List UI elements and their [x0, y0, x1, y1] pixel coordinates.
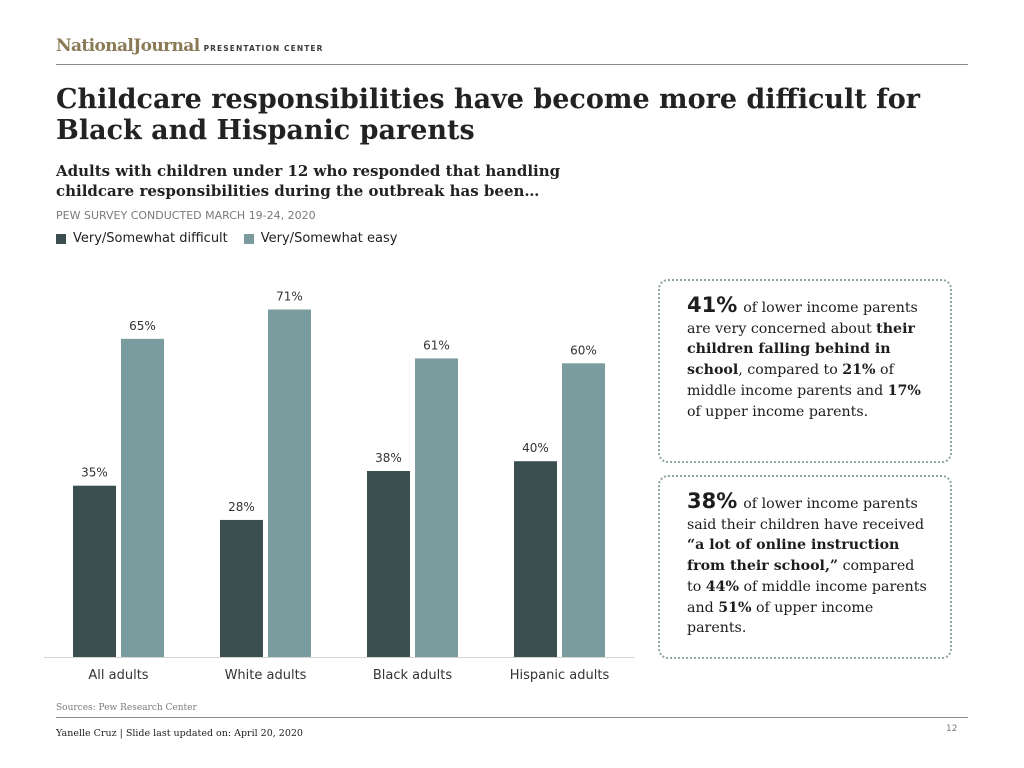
- callout-text: of upper income parents.: [687, 403, 869, 420]
- bar-easy-3: [562, 363, 605, 657]
- top-divider: [56, 64, 968, 65]
- legend-swatch-easy: [243, 233, 254, 244]
- callout-school-concern: 41% of lower income parents are very conc…: [658, 279, 952, 463]
- callout-text: compared to: [687, 558, 915, 595]
- data-label-difficult-0: 35%: [81, 466, 108, 480]
- legend-item-easy: Very/Somewhat easy: [243, 231, 398, 246]
- bottom-divider: [56, 717, 968, 718]
- category-label-2: Black adults: [373, 668, 452, 683]
- callout-online-instruction: 38% of lower income parents said their ch…: [658, 475, 952, 659]
- callout-text: of lower income parents said their child…: [687, 496, 925, 533]
- callout-text: , compared to: [738, 362, 843, 379]
- callout-bold-text: their children falling behind in school: [687, 320, 915, 379]
- category-label-1: White adults: [225, 668, 307, 683]
- data-label-easy-1: 71%: [276, 289, 303, 303]
- callout-bold-text: 44%: [705, 578, 739, 595]
- bar-difficult-0: [73, 485, 116, 657]
- callout-stat: 41%: [687, 293, 738, 317]
- slide-title: Childcare responsibilities have become m…: [56, 84, 921, 146]
- legend-item-difficult: Very/Somewhat difficult: [56, 231, 228, 246]
- data-label-easy-3: 60%: [570, 343, 597, 357]
- callout-text: of lower income parents are very concern…: [687, 300, 918, 337]
- callout-text: of middle income parents and: [687, 362, 894, 399]
- callout-text: of middle income parents and: [687, 578, 927, 616]
- chart-legend: Very/Somewhat difficult Very/Somewhat ea…: [56, 231, 413, 246]
- data-label-easy-2: 61%: [423, 338, 450, 352]
- legend-swatch-difficult: [56, 233, 66, 244]
- callout-body: of lower income parents said their child…: [687, 496, 927, 636]
- callout-bold-text: 21%: [842, 362, 876, 379]
- data-label-difficult-1: 28%: [228, 500, 255, 514]
- bar-easy-1: [268, 309, 311, 657]
- survey-note: PEW SURVEY CONDUCTED MARCH 19-24, 2020: [56, 209, 316, 222]
- callout-bold-text: “a lot of online instruction from their …: [687, 537, 900, 575]
- callout-bold-text: 17%: [887, 382, 921, 399]
- callout-text: of upper income parents.: [687, 599, 874, 637]
- callout-bold-text: 51%: [718, 599, 752, 616]
- bar-easy-2: [415, 358, 458, 657]
- category-label-0: All adults: [88, 668, 148, 683]
- callout-stat: 38%: [687, 489, 738, 513]
- slide-subtitle: Adults with children under 12 who respon…: [56, 162, 561, 200]
- bar-chart: 35% 65% All adults 28% 71% White adults 38% 61%…: [44, 289, 634, 683]
- bar-difficult-1: [220, 519, 263, 657]
- sources-note: Sources: Pew Research Center: [56, 703, 197, 713]
- legend-label-easy: Very/Somewhat easy: [260, 231, 398, 246]
- author-credit: Yanelle Cruz | Slide last updated on: Ap…: [56, 728, 303, 739]
- data-label-difficult-3: 40%: [522, 441, 549, 455]
- data-label-easy-0: 65%: [129, 319, 156, 333]
- bar-difficult-2: [367, 471, 410, 657]
- brand-header: NationalJournal PRESENTATION CENTER: [56, 36, 324, 56]
- callout-body: of lower income parents are very concern…: [687, 300, 921, 420]
- presentation-center-label: PRESENTATION CENTER: [203, 44, 324, 53]
- data-label-difficult-2: 38%: [375, 451, 402, 465]
- page-number: 12: [946, 724, 958, 734]
- national-journal-logo: NationalJournal: [56, 36, 200, 56]
- bar-difficult-3: [514, 461, 557, 657]
- category-label-3: Hispanic adults: [510, 668, 610, 683]
- legend-label-difficult: Very/Somewhat difficult: [73, 231, 228, 246]
- bar-easy-0: [121, 338, 164, 657]
